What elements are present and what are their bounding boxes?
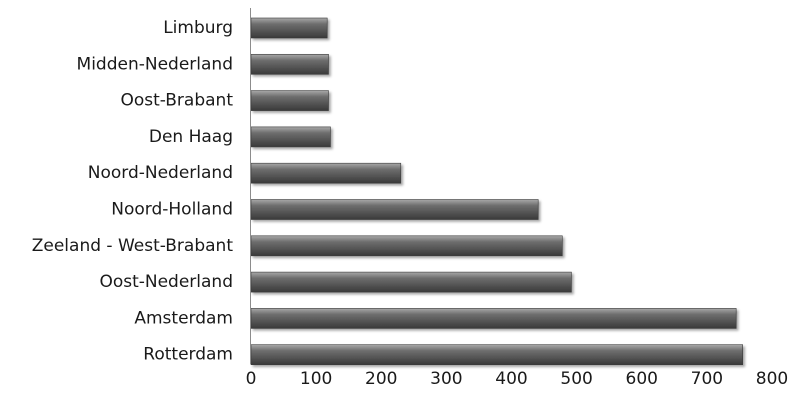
category-labels: Limburg Midden-Nederland Oost-Brabant Den H… <box>32 18 234 365</box>
category-label: Den Haag <box>149 127 233 147</box>
x-tick-label: 0 <box>246 369 257 389</box>
x-tick-label: 700 <box>691 369 723 389</box>
bar-3 <box>250 126 331 148</box>
bar-8 <box>250 308 737 329</box>
bar-9 <box>250 344 743 366</box>
bar-7 <box>250 271 572 293</box>
category-label: Oost-Nederland <box>99 272 233 292</box>
category-label: Noord-Holland <box>111 200 233 220</box>
x-tick-label: 500 <box>560 369 592 389</box>
bar-6 <box>250 235 563 257</box>
category-label: Amsterdam <box>134 308 233 328</box>
x-tick-label: 200 <box>365 369 397 389</box>
x-tick-label: 800 <box>756 369 788 389</box>
category-label: Midden-Nederland <box>77 54 233 74</box>
category-label: Noord-Nederland <box>88 163 233 183</box>
bar-5 <box>250 199 539 220</box>
bar-1 <box>250 53 329 75</box>
x-axis-ticks: 0 100 200 300 400 500 600 700 800 <box>246 369 789 389</box>
x-tick-label: 300 <box>430 369 462 389</box>
bar-0 <box>250 17 328 39</box>
category-label: Rotterdam <box>143 345 233 365</box>
bar-2 <box>250 90 329 111</box>
category-label: Oost-Brabant <box>120 91 233 111</box>
category-label: Limburg <box>163 18 233 38</box>
x-tick-label: 100 <box>300 369 332 389</box>
x-tick-label: 400 <box>495 369 527 389</box>
category-label: Zeeland - West-Brabant <box>32 236 234 256</box>
bars-group <box>250 17 743 366</box>
bar-4 <box>250 162 402 184</box>
x-tick-label: 600 <box>626 369 658 389</box>
